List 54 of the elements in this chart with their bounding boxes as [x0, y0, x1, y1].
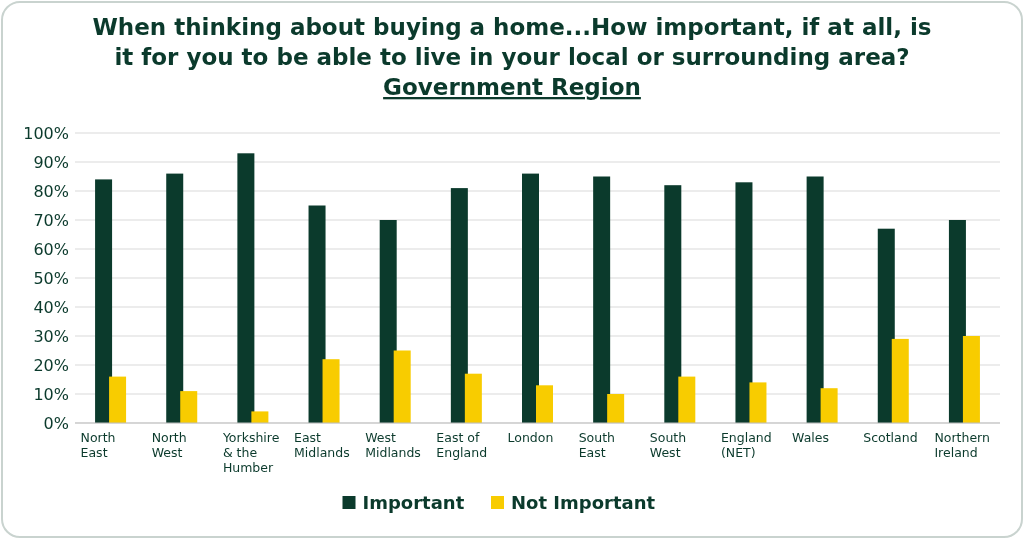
- bar: [735, 182, 753, 423]
- x-tick-label: Wales: [792, 430, 830, 445]
- x-tick-label: London: [507, 430, 554, 445]
- bar: [237, 153, 255, 423]
- y-tick-label: 40%: [33, 298, 69, 317]
- bar: [806, 176, 824, 423]
- y-tick-label: 50%: [33, 269, 69, 288]
- y-tick-label: 100%: [23, 124, 69, 143]
- y-tick-label: 70%: [33, 211, 69, 230]
- chart-title: When thinking about buying a home...How important, if at all, is it for you to be able to live in your local or surrounding area?: [92, 14, 932, 70]
- chart-subtitle: Government Region: [383, 74, 641, 100]
- bar: [678, 376, 696, 423]
- x-tick-label: North West: [151, 430, 187, 460]
- y-tick-label: 0%: [43, 414, 69, 433]
- bar: [308, 205, 326, 423]
- x-tick-label: Scotland: [863, 430, 918, 445]
- bar: [593, 176, 611, 423]
- x-tick-label: East Midlands: [294, 430, 350, 460]
- x-tick-label: Northern Ireland: [934, 430, 990, 460]
- bar: [95, 179, 113, 423]
- bar: [607, 394, 625, 423]
- bar: [664, 185, 682, 423]
- legend-label: Not Important: [511, 492, 656, 513]
- bar: [166, 173, 184, 423]
- x-tick-label: South West: [649, 430, 687, 460]
- bar: [820, 388, 838, 423]
- y-tick-label: 80%: [33, 182, 69, 201]
- bar: [877, 228, 895, 423]
- bar: [948, 220, 966, 423]
- bar: [251, 411, 269, 423]
- x-tick-label: England (NET): [720, 430, 772, 460]
- bar: [891, 338, 909, 423]
- legend-label: Important: [362, 492, 465, 513]
- bar: [522, 173, 539, 423]
- y-tick-label: 90%: [33, 153, 69, 172]
- bar: [464, 373, 482, 423]
- bar: [379, 220, 397, 423]
- x-tick-label: Yorkshire & the Humber: [221, 430, 280, 475]
- y-tick-label: 60%: [33, 240, 69, 259]
- bar: [450, 188, 468, 423]
- y-tick-label: 20%: [33, 356, 69, 375]
- x-tick-label: North East: [80, 430, 116, 460]
- bar: [749, 382, 767, 423]
- x-tick-label: East of England: [436, 430, 488, 460]
- bar: [393, 350, 411, 423]
- bar: [322, 359, 340, 423]
- bar: [962, 336, 980, 423]
- bar: [536, 385, 553, 423]
- x-tick-label: West Midlands: [365, 430, 421, 460]
- y-tick-label: 10%: [33, 385, 69, 404]
- x-tick-label: South East: [578, 430, 615, 460]
- y-tick-label: 30%: [33, 327, 69, 346]
- bar: [109, 376, 127, 423]
- bar: [180, 391, 198, 423]
